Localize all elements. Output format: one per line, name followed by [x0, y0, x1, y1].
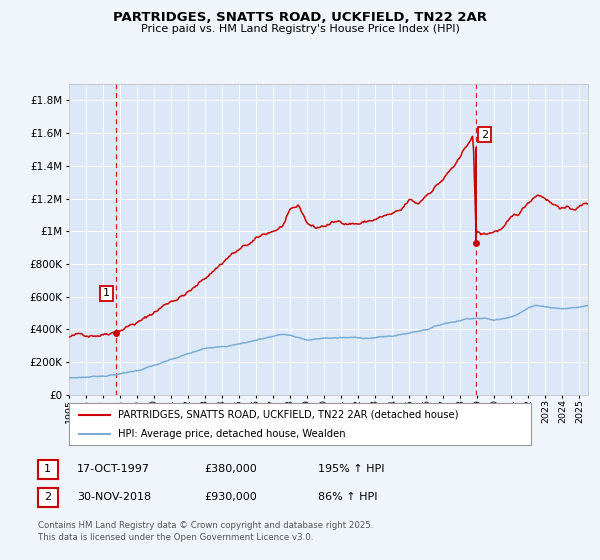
Text: 2: 2	[44, 492, 51, 502]
Text: £380,000: £380,000	[204, 464, 257, 474]
Text: 195% ↑ HPI: 195% ↑ HPI	[318, 464, 385, 474]
Text: £930,000: £930,000	[204, 492, 257, 502]
Text: HPI: Average price, detached house, Wealden: HPI: Average price, detached house, Weal…	[118, 429, 345, 439]
Text: This data is licensed under the Open Government Licence v3.0.: This data is licensed under the Open Gov…	[38, 533, 313, 542]
Text: Contains HM Land Registry data © Crown copyright and database right 2025.: Contains HM Land Registry data © Crown c…	[38, 521, 373, 530]
Text: 17-OCT-1997: 17-OCT-1997	[77, 464, 150, 474]
Text: PARTRIDGES, SNATTS ROAD, UCKFIELD, TN22 2AR (detached house): PARTRIDGES, SNATTS ROAD, UCKFIELD, TN22 …	[118, 409, 458, 419]
Text: 2: 2	[481, 130, 488, 139]
Text: 1: 1	[103, 288, 110, 298]
Text: Price paid vs. HM Land Registry's House Price Index (HPI): Price paid vs. HM Land Registry's House …	[140, 24, 460, 34]
Text: 30-NOV-2018: 30-NOV-2018	[77, 492, 151, 502]
Text: PARTRIDGES, SNATTS ROAD, UCKFIELD, TN22 2AR: PARTRIDGES, SNATTS ROAD, UCKFIELD, TN22 …	[113, 11, 487, 24]
Text: 1: 1	[44, 464, 51, 474]
Text: 86% ↑ HPI: 86% ↑ HPI	[318, 492, 377, 502]
